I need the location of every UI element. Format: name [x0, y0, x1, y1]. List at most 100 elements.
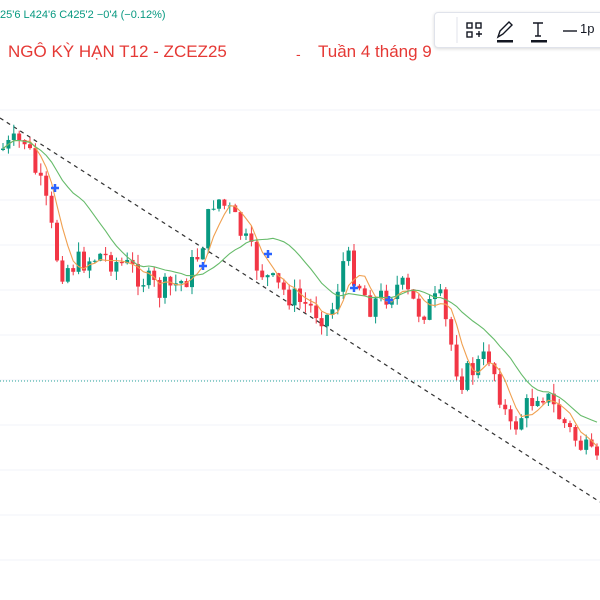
candle-body — [254, 241, 259, 271]
candle-body — [260, 270, 265, 278]
signal-marker — [51, 184, 59, 192]
candle-body — [271, 273, 275, 276]
candle-body — [308, 303, 313, 306]
candle-body — [362, 288, 367, 296]
candle-body — [292, 288, 297, 306]
candle-body — [76, 251, 81, 272]
chart-title: NGÔ KỲ HẠN T12 - ZCEZ25 — [8, 42, 227, 61]
candle-body — [146, 270, 151, 286]
candle-body — [476, 359, 481, 376]
candle-body — [551, 393, 556, 405]
candle-body — [541, 400, 545, 403]
candle-body — [314, 305, 319, 319]
candle-body — [568, 423, 572, 428]
candle-body — [395, 284, 400, 300]
candle-body — [217, 199, 221, 209]
candle-body — [71, 268, 76, 272]
candle-body — [244, 233, 248, 236]
candle-body — [103, 253, 108, 256]
toolbar-icons — [456, 17, 577, 43]
candle-body — [130, 259, 135, 265]
ohlc-legend: 25'6 L424'6 C425'2 −0'4 (−0.12%) — [0, 9, 166, 21]
moving-average — [2, 139, 598, 423]
candle-body — [44, 175, 49, 196]
candle-body — [184, 281, 189, 288]
candle-body — [535, 400, 540, 407]
candle-body — [330, 309, 335, 315]
candle-body — [168, 276, 173, 286]
icon-brush[interactable] — [496, 21, 513, 39]
candle-body — [503, 404, 508, 410]
candle-body — [595, 446, 599, 456]
candle-body — [454, 344, 459, 377]
candle-body — [573, 427, 578, 441]
candle-body — [211, 208, 216, 210]
candle-body — [465, 363, 470, 390]
candle-body — [98, 253, 103, 261]
candle-body — [400, 277, 405, 285]
candle-body — [303, 301, 308, 304]
candle-body — [125, 259, 130, 264]
candle-body — [60, 260, 65, 282]
candle-body — [65, 268, 70, 282]
candle-body — [136, 264, 140, 287]
candle-body — [265, 275, 270, 278]
candle-body — [373, 298, 378, 317]
candle-body — [422, 316, 427, 320]
candle-body — [238, 212, 243, 236]
signal-marker — [385, 296, 393, 304]
candle-body — [481, 351, 486, 360]
candle-body — [487, 351, 491, 364]
candle-body — [546, 393, 551, 403]
candle-body — [82, 251, 86, 271]
candle-body — [49, 195, 54, 223]
candle-body — [222, 199, 227, 206]
candle-body — [514, 421, 518, 430]
candle-body — [519, 418, 524, 430]
candle-body — [55, 222, 59, 261]
candle-body — [92, 260, 97, 262]
candle-body — [163, 276, 167, 298]
candle-body — [379, 290, 383, 299]
candle-body — [206, 209, 211, 249]
candle-body — [157, 279, 162, 298]
icon-objects[interactable] — [466, 22, 473, 29]
candle-body — [287, 289, 292, 306]
candle-body — [319, 318, 324, 327]
candle-body — [492, 363, 497, 375]
trend-line — [0, 117, 600, 503]
candle-body — [589, 439, 594, 447]
candle-body — [33, 148, 38, 173]
candle-body — [22, 140, 27, 145]
candle-body — [346, 250, 351, 262]
candle-body — [249, 233, 254, 242]
icon-text[interactable] — [533, 22, 543, 37]
candle-body — [190, 257, 194, 288]
signal-marker — [350, 284, 358, 292]
candle-body — [17, 133, 22, 141]
candle-body — [200, 248, 205, 260]
moving-average — [2, 139, 598, 447]
candle-body — [119, 261, 124, 264]
candle-body — [298, 288, 302, 302]
chart-subtitle: Tuần 4 tháng 9 — [318, 42, 432, 61]
candle-body — [352, 250, 356, 286]
candle-body — [557, 404, 562, 420]
candle-body — [438, 289, 443, 294]
candle-body — [341, 261, 346, 292]
candle-body — [524, 398, 529, 419]
separator: - — [296, 46, 301, 62]
drawing-toolbar — [434, 12, 600, 48]
candle-body — [530, 398, 535, 407]
signal-marker — [264, 250, 272, 258]
candle-body — [427, 299, 432, 320]
interval[interactable]: 1p — [580, 21, 595, 36]
candle-body — [497, 374, 502, 405]
candle-body — [276, 273, 281, 283]
candle-body — [335, 291, 340, 310]
candle-body — [325, 314, 329, 327]
candle-body — [109, 255, 113, 272]
candle-body — [195, 257, 200, 260]
